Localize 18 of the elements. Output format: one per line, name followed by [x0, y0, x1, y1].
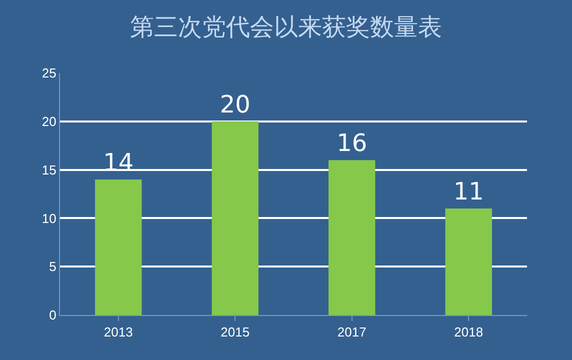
y-tick-label: 15 — [42, 162, 56, 178]
chart-title: 第三次党代会以来获奖数量表 — [130, 12, 442, 41]
data-label: 16 — [336, 129, 368, 158]
bar — [95, 179, 142, 315]
y-tick-label: 0 — [49, 308, 56, 323]
bar — [212, 121, 258, 315]
bar — [328, 160, 376, 315]
data-label: 20 — [220, 90, 250, 118]
y-tick-label: 20 — [42, 114, 56, 129]
y-tick-label: 5 — [49, 259, 56, 274]
y-tick-label: 25 — [42, 66, 56, 81]
x-tick-label: 2017 — [337, 324, 366, 340]
y-tick-label: 10 — [42, 210, 56, 226]
data-label: 11 — [453, 178, 484, 206]
x-tick-label: 2013 — [104, 324, 133, 340]
bar — [445, 208, 492, 315]
x-tick-label: 2015 — [220, 324, 250, 340]
x-tick-label: 2018 — [454, 324, 484, 340]
